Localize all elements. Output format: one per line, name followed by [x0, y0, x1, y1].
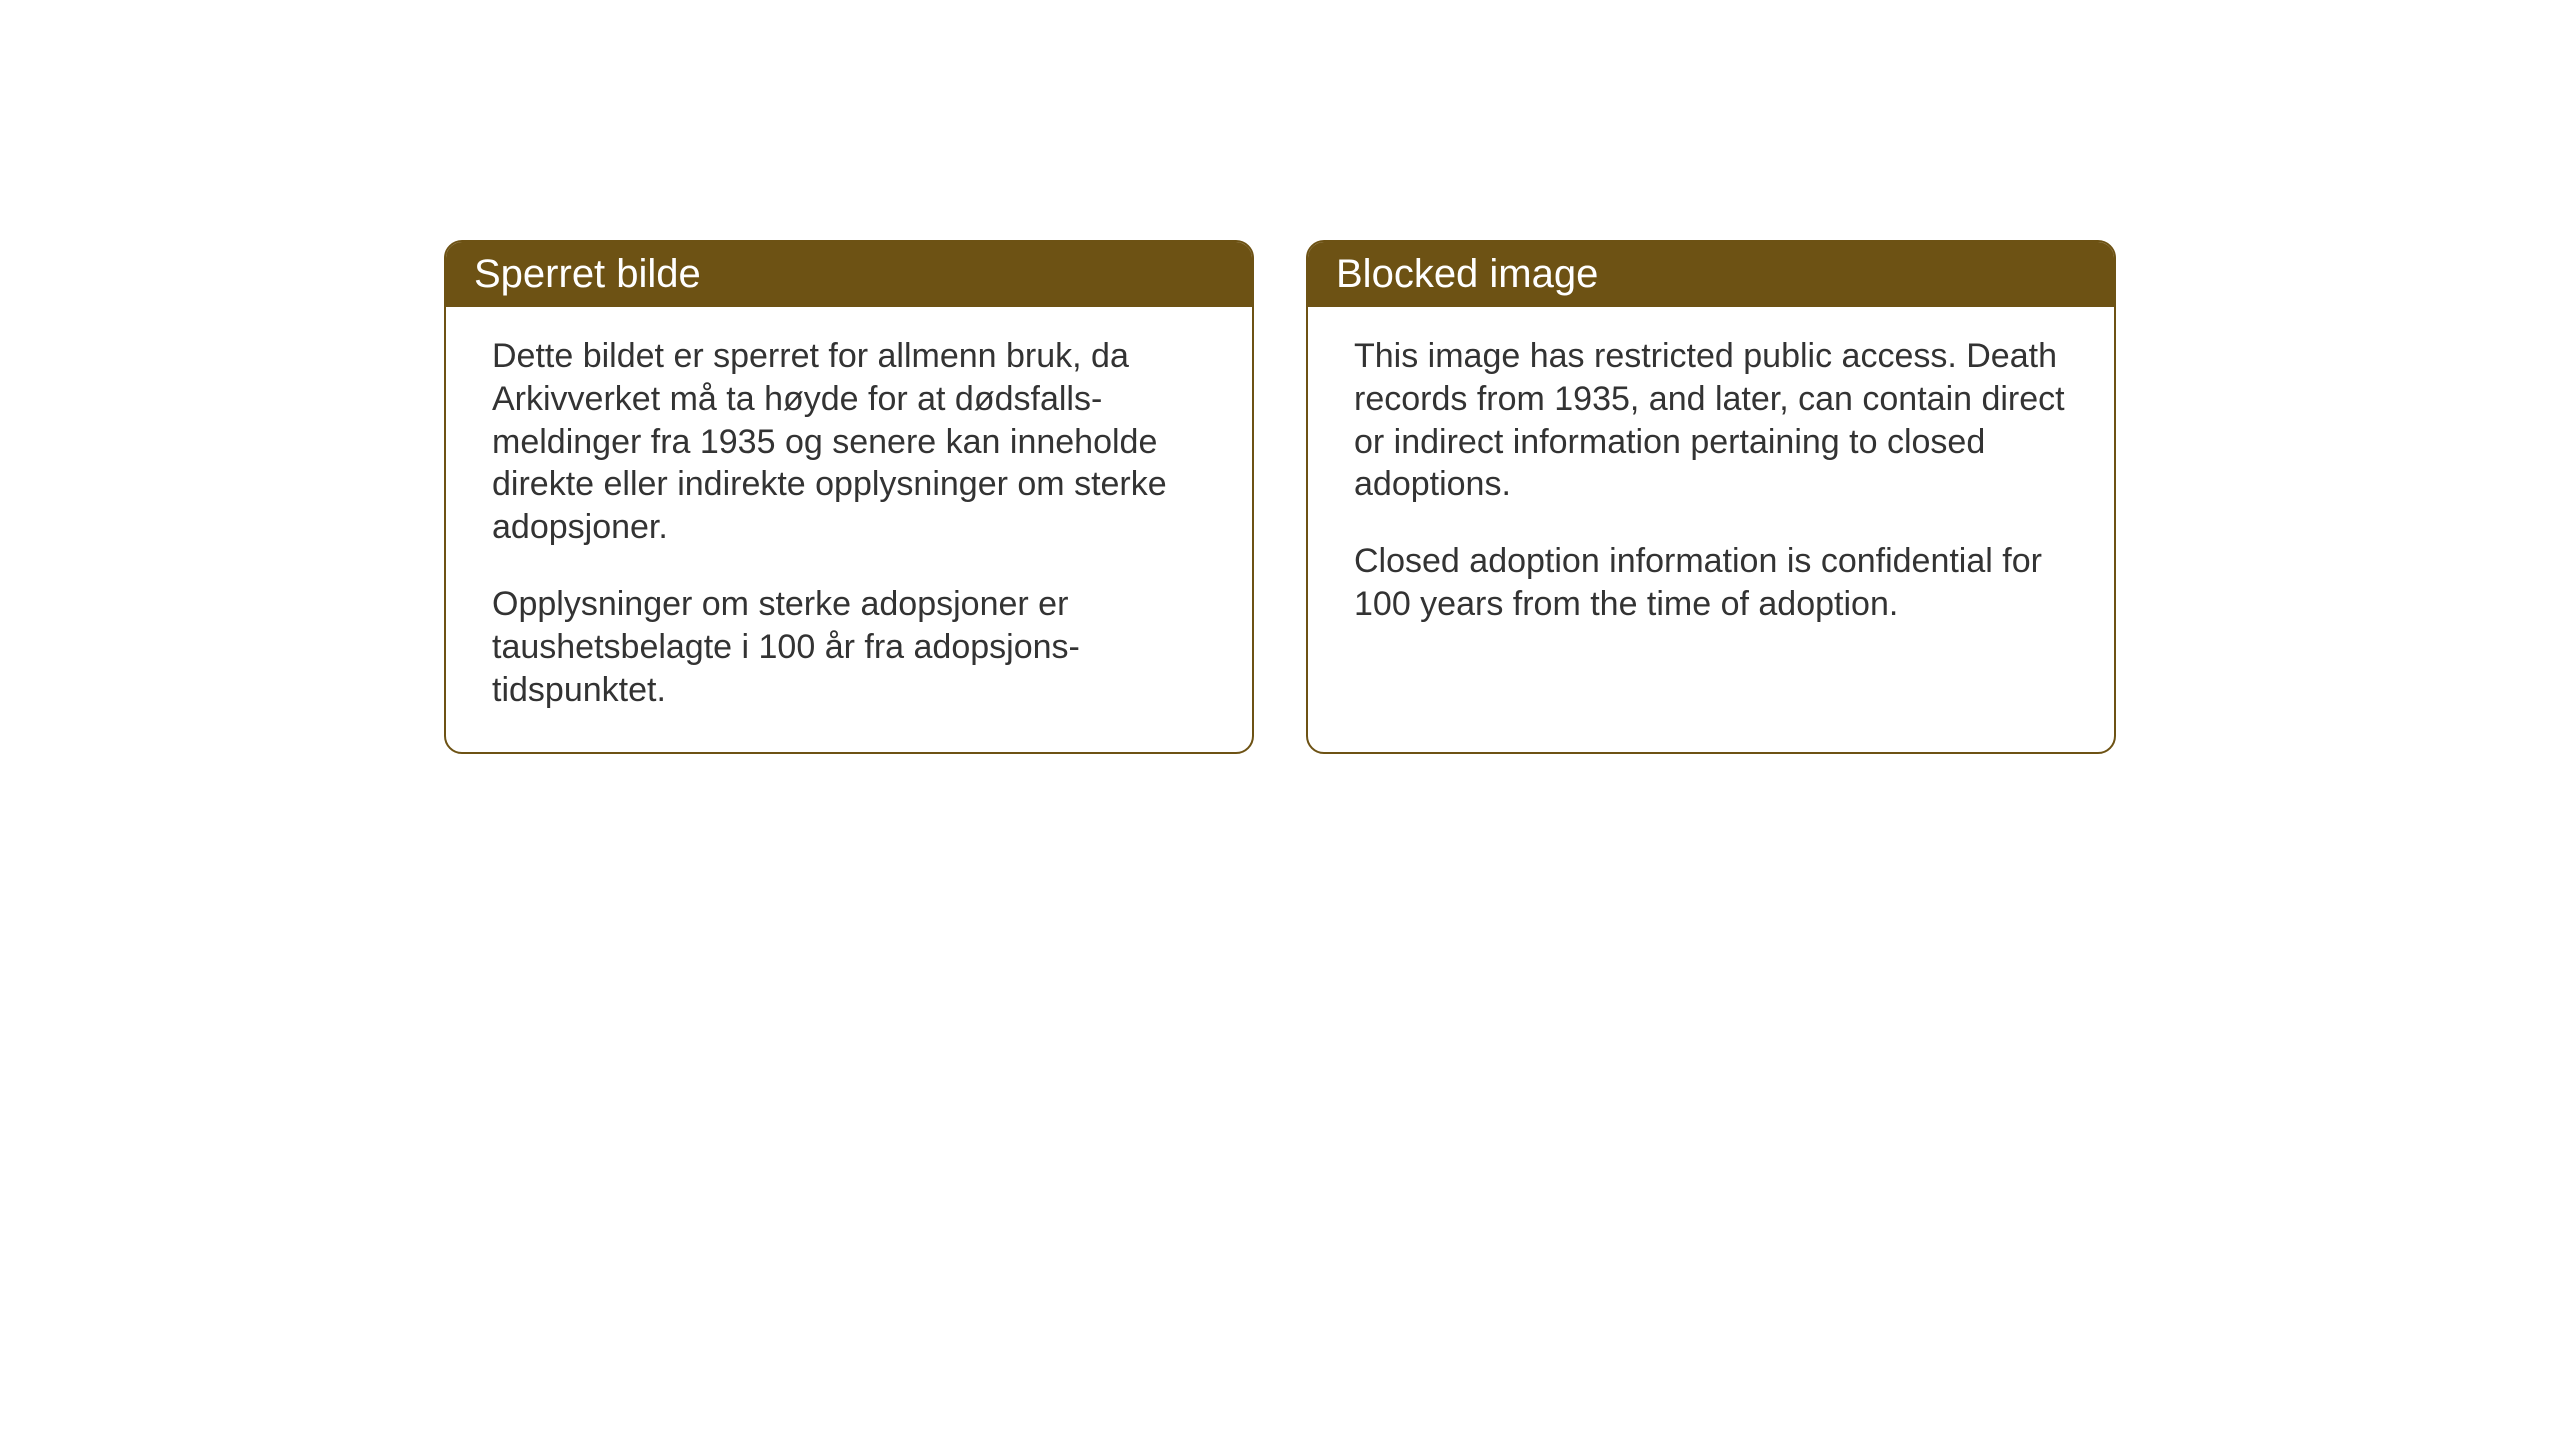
norwegian-paragraph-1: Dette bildet er sperret for allmenn bruk…	[492, 335, 1206, 549]
english-card-body: This image has restricted public access.…	[1308, 307, 2114, 666]
norwegian-card-title: Sperret bilde	[446, 242, 1252, 307]
english-notice-card: Blocked image This image has restricted …	[1306, 240, 2116, 754]
english-paragraph-2: Closed adoption information is confident…	[1354, 540, 2068, 626]
english-paragraph-1: This image has restricted public access.…	[1354, 335, 2068, 506]
norwegian-paragraph-2: Opplysninger om sterke adopsjoner er tau…	[492, 583, 1206, 711]
english-card-title: Blocked image	[1308, 242, 2114, 307]
norwegian-notice-card: Sperret bilde Dette bildet er sperret fo…	[444, 240, 1254, 754]
notice-container: Sperret bilde Dette bildet er sperret fo…	[444, 240, 2116, 754]
norwegian-card-body: Dette bildet er sperret for allmenn bruk…	[446, 307, 1252, 752]
